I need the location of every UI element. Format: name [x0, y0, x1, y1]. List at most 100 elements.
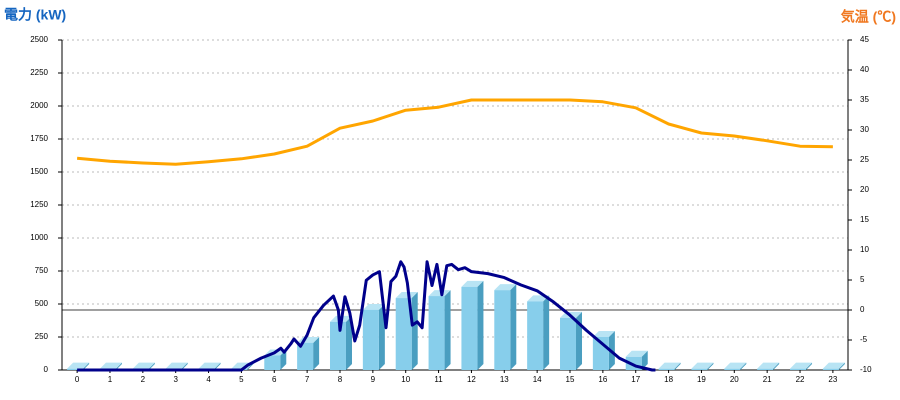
bar	[329, 321, 346, 370]
bar	[527, 301, 544, 370]
y2-axis-title: 気温 (℃)	[841, 9, 896, 25]
x-tick-label: 2	[141, 375, 146, 384]
bar-top	[494, 284, 517, 291]
y2-tick-label: 10	[860, 245, 869, 254]
x-tick-label: 8	[338, 375, 343, 384]
bar	[724, 368, 741, 370]
bar-top	[395, 292, 418, 299]
bar	[658, 368, 675, 370]
bar-side	[83, 362, 90, 370]
y-tick-label: 1000	[30, 233, 48, 242]
bar-side	[181, 362, 188, 370]
bar-side	[773, 362, 780, 370]
bar	[428, 296, 445, 370]
bar-side	[280, 349, 287, 370]
bar-top	[132, 362, 155, 369]
y2-tick-label: 5	[860, 275, 865, 284]
y-tick-label: 1750	[30, 134, 48, 143]
x-tick-label: 3	[173, 375, 178, 384]
x-tick-label: 16	[598, 375, 607, 384]
bar-side	[510, 284, 517, 370]
y-tick-label: 2000	[30, 101, 48, 110]
x-tick-label: 20	[730, 375, 739, 384]
bar	[67, 368, 84, 370]
x-tick-label: 9	[371, 375, 376, 384]
x-tick-label: 21	[763, 375, 772, 384]
y-tick-label: 500	[35, 299, 49, 308]
y-tick-label: 1500	[30, 167, 48, 176]
y-tick-label: 750	[35, 266, 49, 275]
x-tick-label: 5	[239, 375, 244, 384]
y2-tick-label: -10	[860, 365, 872, 374]
bar	[691, 368, 708, 370]
bar-top	[625, 350, 648, 357]
bar-top	[362, 303, 385, 310]
bar-top	[67, 362, 90, 369]
bar	[461, 286, 478, 370]
bar	[560, 317, 577, 370]
y2-tick-label: 30	[860, 125, 869, 134]
bar-top	[461, 280, 484, 287]
y2-tick-label: 20	[860, 185, 869, 194]
x-tick-label: 0	[75, 375, 80, 384]
x-tick-label: 4	[206, 375, 211, 384]
bar-side	[313, 336, 320, 370]
bar-side	[345, 315, 352, 370]
bar-top	[790, 362, 813, 369]
bar-top	[724, 362, 747, 369]
y2-tick-label: 35	[860, 95, 869, 104]
y-tick-label: 1250	[30, 200, 48, 209]
bar	[264, 355, 281, 370]
y-tick-label: 250	[35, 332, 49, 341]
x-tick-label: 17	[631, 375, 640, 384]
bar-side	[543, 295, 550, 370]
x-tick-label: 6	[272, 375, 277, 384]
bar-side	[214, 362, 221, 370]
bar-top	[757, 362, 780, 369]
bar-side	[707, 362, 714, 370]
bar-side	[806, 362, 813, 370]
x-tick-label: 14	[533, 375, 542, 384]
x-tick-label: 11	[434, 375, 443, 384]
bar	[494, 290, 511, 370]
bar-side	[674, 362, 681, 370]
bar-top	[691, 362, 714, 369]
bar	[395, 298, 412, 370]
y-tick-label: 2500	[30, 35, 48, 44]
x-tick-label: 12	[467, 375, 476, 384]
bar	[297, 342, 314, 370]
x-tick-label: 10	[401, 375, 410, 384]
y2-tick-label: 15	[860, 215, 869, 224]
bar-top	[99, 362, 122, 369]
bar	[362, 309, 379, 370]
bar-top	[165, 362, 188, 369]
bar-top	[592, 331, 615, 337]
x-tick-label: 1	[108, 375, 113, 384]
bar-side	[444, 290, 451, 370]
power-line	[77, 260, 656, 372]
bar-side	[838, 362, 845, 370]
bar-side	[641, 350, 648, 370]
bar-top	[658, 362, 681, 369]
y2-tick-label: 0	[860, 305, 865, 314]
y-tick-label: 0	[44, 365, 49, 374]
bar-side	[378, 303, 385, 370]
x-tick-label: 15	[566, 375, 575, 384]
y-axis-title: 電力 (kW)	[4, 7, 66, 23]
y2-tick-label: 45	[860, 35, 869, 44]
x-tick-label: 19	[697, 375, 706, 384]
x-tick-label: 18	[664, 375, 673, 384]
y2-tick-label: 40	[860, 65, 869, 74]
x-tick-label: 7	[305, 375, 310, 384]
bar-side	[148, 362, 155, 370]
y-tick-label: 2250	[30, 68, 48, 77]
bar	[822, 368, 839, 370]
bar-top	[822, 362, 845, 369]
x-tick-label: 13	[500, 375, 509, 384]
y2-tick-label: 25	[860, 155, 869, 164]
y2-tick-label: -5	[860, 335, 868, 344]
bar-top	[428, 290, 451, 297]
x-tick-label: 22	[796, 375, 805, 384]
bar-side	[477, 280, 484, 370]
